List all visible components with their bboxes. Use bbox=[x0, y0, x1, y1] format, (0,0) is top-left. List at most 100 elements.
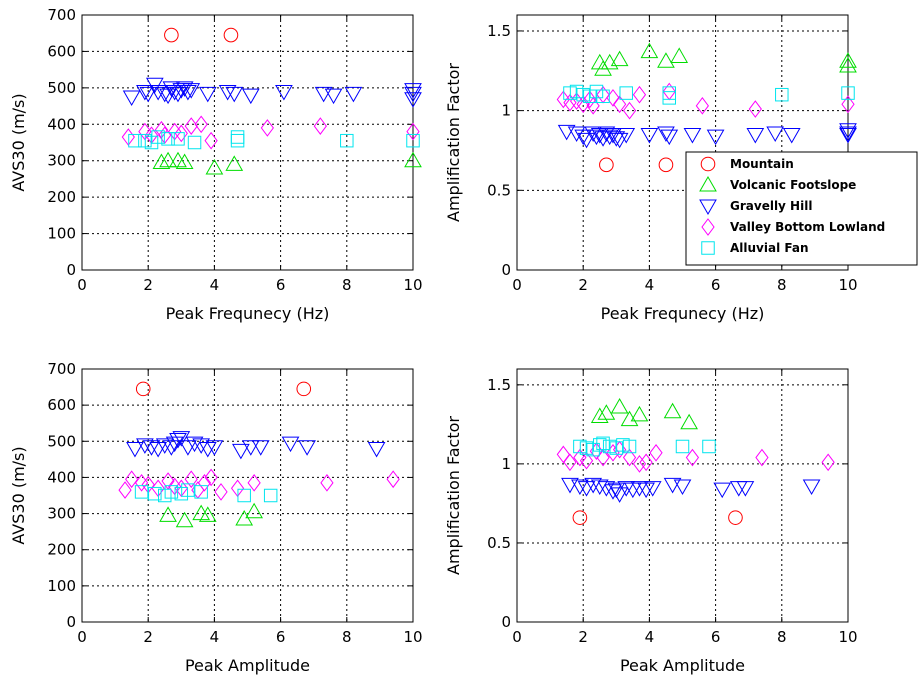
gravelly-point bbox=[175, 81, 194, 97]
gravelly-point bbox=[241, 440, 260, 456]
series-mountain bbox=[135, 381, 312, 397]
y-tick-label: 500 bbox=[47, 432, 76, 450]
x-tick-label: 4 bbox=[645, 276, 655, 294]
valley-point bbox=[841, 95, 855, 114]
mountain-point bbox=[164, 27, 179, 43]
valley-point bbox=[386, 470, 400, 489]
plot-area-frame bbox=[81, 14, 414, 271]
mountain-point bbox=[599, 157, 614, 173]
gravelly-point bbox=[155, 438, 174, 454]
alluvial-point bbox=[230, 133, 245, 148]
gravelly-point bbox=[657, 126, 675, 142]
valley-point bbox=[583, 90, 597, 109]
y-tick-label: 400 bbox=[47, 115, 76, 133]
series-mountain bbox=[572, 510, 743, 525]
volcanic-point bbox=[610, 397, 629, 414]
legend-marker-mountain bbox=[700, 156, 716, 172]
x-axis-label: Peak Amplitude bbox=[185, 656, 310, 675]
alluvial-point bbox=[151, 130, 165, 144]
gravelly-point bbox=[172, 83, 191, 99]
gravelly-point bbox=[344, 86, 363, 103]
chart-panel-4: 0 2 4 6 8 10 0 0.5 1 1.5 Peak Amplitude Amplificati… bbox=[444, 368, 858, 675]
gravelly-point bbox=[637, 482, 655, 499]
x-axis-label: Peak Frequnecy (Hz) bbox=[601, 304, 765, 323]
gravelly-point bbox=[142, 440, 161, 456]
series-volcanic bbox=[590, 397, 698, 430]
y-tick-label: 600 bbox=[47, 396, 76, 414]
series-alluvial bbox=[563, 84, 855, 105]
valley-point bbox=[632, 455, 647, 473]
x-tick-label: 8 bbox=[777, 628, 787, 646]
mountain-point bbox=[728, 510, 743, 525]
valley-point bbox=[573, 448, 587, 467]
gravelly-point bbox=[367, 442, 386, 458]
gravelly-point bbox=[179, 440, 197, 456]
y-axis-label: Amplification Factor bbox=[444, 416, 463, 575]
gravelly-point bbox=[577, 132, 596, 149]
x-tick-label: 6 bbox=[276, 628, 286, 646]
x-axis-label: Peak Amplitude bbox=[620, 656, 745, 675]
x-tick-label: 8 bbox=[342, 628, 352, 646]
gravelly-point bbox=[839, 123, 857, 139]
gravelly-point bbox=[617, 481, 636, 497]
y-tick-label: 0 bbox=[66, 613, 76, 631]
alluvial-point bbox=[619, 86, 633, 100]
y-axis-label: Amplification Factor bbox=[444, 63, 463, 222]
volcanic-point bbox=[620, 410, 639, 427]
volcanic-point bbox=[225, 155, 244, 171]
gravelly-point bbox=[597, 481, 616, 497]
legend-label-gravelly: Gravelly Hill bbox=[730, 199, 812, 213]
series-volcanic bbox=[159, 502, 263, 528]
gravelly-point bbox=[584, 126, 602, 142]
x-tick-label: 8 bbox=[777, 276, 787, 294]
chart-panel-2: 0 2 4 6 8 10 0 0.5 1 1.5 Peak Frequnecy (Hz) Amplif… bbox=[444, 14, 918, 323]
gravelly-point bbox=[713, 482, 732, 499]
alluvial-point bbox=[662, 91, 677, 105]
valley-point bbox=[586, 97, 600, 115]
volcanic-point bbox=[152, 153, 171, 170]
y-tick-label: 1.5 bbox=[487, 376, 511, 394]
valley-point bbox=[569, 92, 584, 110]
alluvial-point bbox=[230, 130, 245, 144]
gravelly-point bbox=[584, 477, 602, 494]
alluvial-point bbox=[702, 439, 716, 454]
gravelly-point bbox=[782, 128, 801, 144]
valley-point bbox=[649, 443, 663, 462]
y-tick-label: 0.5 bbox=[487, 181, 511, 199]
series-valley bbox=[556, 82, 855, 120]
x-tick-label: 8 bbox=[342, 276, 352, 294]
mountain-point bbox=[135, 381, 151, 397]
x-tick-label: 10 bbox=[403, 276, 422, 294]
legend-marker-volcanic bbox=[699, 175, 717, 192]
gravelly-point bbox=[571, 479, 589, 496]
x-tick-label: 10 bbox=[838, 276, 857, 294]
valley-point bbox=[639, 453, 653, 472]
valley-point bbox=[622, 101, 637, 120]
valley-point bbox=[118, 481, 132, 499]
gravelly-point bbox=[314, 86, 333, 103]
gravelly-point bbox=[746, 128, 765, 144]
x-tick-label: 4 bbox=[645, 628, 655, 646]
alluvial-point bbox=[237, 488, 251, 503]
gravelly-point bbox=[839, 126, 857, 142]
volcanic-point bbox=[597, 404, 616, 420]
series-mountain bbox=[599, 157, 674, 173]
valley-point bbox=[313, 117, 327, 135]
alluvial-point bbox=[263, 488, 278, 503]
gravelly-point bbox=[643, 481, 662, 497]
gravelly-point bbox=[607, 131, 626, 147]
gravelly-point bbox=[567, 126, 586, 142]
volcanic-point bbox=[175, 153, 194, 170]
y-tick-label: 0.5 bbox=[487, 534, 511, 552]
y-tick-label: 200 bbox=[47, 188, 76, 206]
y-axis-label: AVS30 (m/s) bbox=[9, 446, 28, 544]
gravelly-point bbox=[604, 484, 622, 500]
volcanic-point bbox=[198, 506, 217, 522]
series-valley bbox=[556, 440, 835, 473]
x-tick-label: 2 bbox=[143, 276, 153, 294]
valley-point bbox=[576, 95, 590, 114]
gravelly-point bbox=[574, 129, 593, 146]
